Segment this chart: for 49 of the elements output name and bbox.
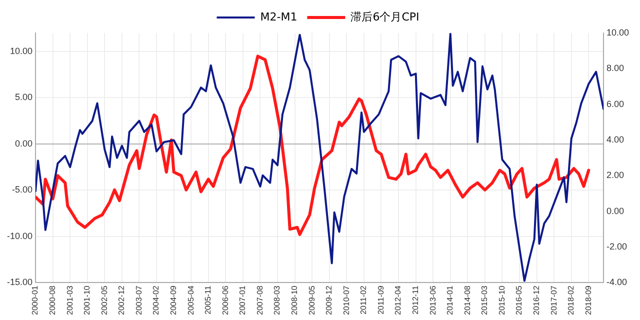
legend-label: M2-M1 bbox=[260, 10, 298, 24]
y2-tick-label: -2.00 bbox=[606, 241, 627, 252]
x-tick-label: 2018-09 bbox=[584, 285, 593, 315]
x-tick-label: 2009-12 bbox=[324, 285, 334, 315]
x-tick-label: 2017-07 bbox=[549, 285, 558, 315]
y2-tick-label: -4.00 bbox=[606, 277, 627, 288]
x-tick-label: 2008-10 bbox=[290, 285, 300, 315]
y2-tick-label: 6.00 bbox=[606, 98, 624, 109]
x-tick-label: 2016-05 bbox=[514, 285, 524, 315]
x-tick-label: 2005-11 bbox=[204, 285, 213, 314]
y2-tick-label: 10.00 bbox=[606, 27, 630, 38]
y-tick-label: -15.00 bbox=[6, 277, 33, 288]
x-tick-label: 2015-03 bbox=[480, 285, 490, 315]
x-tick-label: 2011-09 bbox=[376, 285, 386, 314]
y-tick-label: 0.00 bbox=[14, 138, 33, 148]
x-tick-label: 2006-06 bbox=[220, 285, 230, 315]
y2-tick-label: 4.00 bbox=[606, 134, 624, 144]
x-tick-label: 2012-11 bbox=[411, 285, 420, 314]
x-tick-label: 2000-08 bbox=[48, 285, 58, 315]
x-tick-label: 2002-12 bbox=[117, 285, 126, 315]
x-tick-label: 2016-12 bbox=[532, 285, 542, 315]
y2-tick-label: 2.00 bbox=[606, 170, 624, 180]
y-tick-label: 10.00 bbox=[10, 46, 33, 56]
legend-label: 滞后6个月CPI bbox=[350, 10, 420, 24]
y-tick-label: 5.00 bbox=[14, 92, 33, 102]
x-tick-label: 2007-01 bbox=[238, 285, 248, 315]
x-tick-label: 2014-08 bbox=[462, 285, 472, 315]
x-tick-label: 2009-05 bbox=[307, 285, 316, 315]
x-tick-label: 2001-03 bbox=[65, 285, 74, 315]
x-tick-label: 2012-04 bbox=[394, 285, 403, 315]
x-tick-label: 2001-10 bbox=[82, 285, 92, 315]
y-tick-label: -10.00 bbox=[6, 230, 33, 241]
x-tick-label: 2007-08 bbox=[255, 285, 264, 315]
x-tick-label: 2015-10 bbox=[497, 285, 506, 315]
x-tick-label: 2002-05 bbox=[100, 285, 109, 315]
y2-tick-label: 0.00 bbox=[606, 206, 624, 216]
x-tick-label: 2004-09 bbox=[169, 285, 178, 315]
x-tick-label: 2011-02 bbox=[359, 285, 368, 314]
x-tick-label: 2018-02 bbox=[566, 285, 576, 315]
x-tick-label: 2008-03 bbox=[272, 285, 282, 315]
x-tick-label: 2004-02 bbox=[152, 285, 161, 315]
x-tick-label: 2013-06 bbox=[428, 285, 438, 315]
x-tick-label: 2010-07 bbox=[342, 285, 351, 315]
x-tick-label: 2014-01 bbox=[446, 285, 455, 315]
x-tick-label: 2003-07 bbox=[134, 285, 144, 315]
x-tick-label: 2000-01 bbox=[30, 285, 40, 315]
x-tick-label: 2005-04 bbox=[186, 285, 196, 315]
y2-tick-label: 8.00 bbox=[606, 63, 624, 74]
y-tick-label: -5.00 bbox=[12, 184, 33, 195]
